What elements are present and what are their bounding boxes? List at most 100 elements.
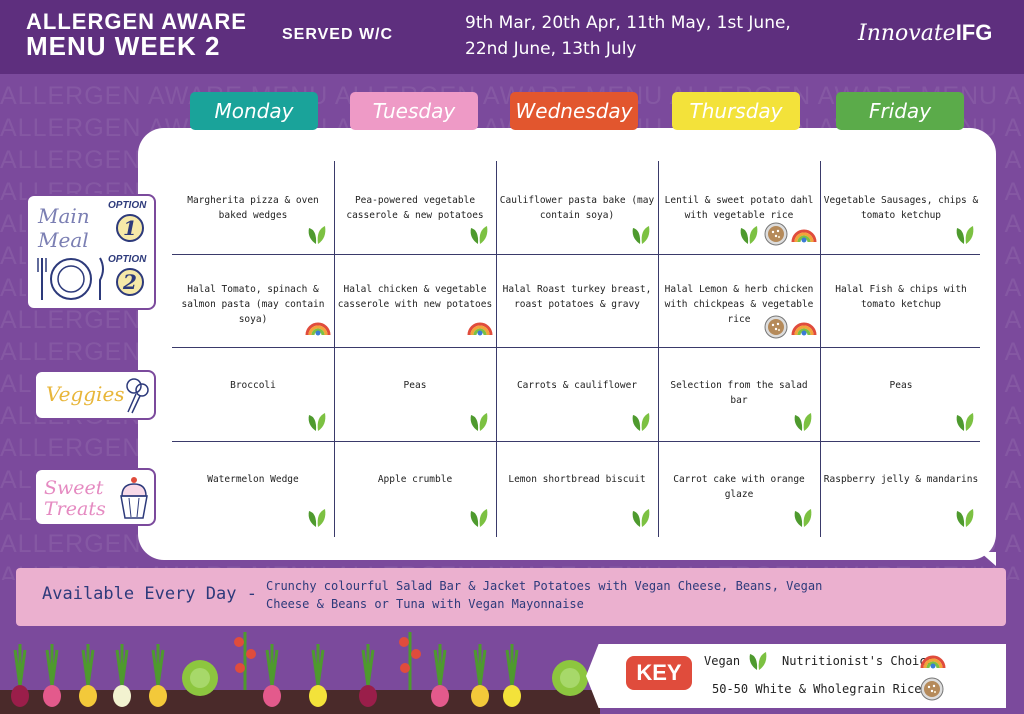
veggies-tuesday-dish: Peas — [403, 380, 427, 391]
brand-logo-bold: IFG — [955, 20, 993, 45]
sweet-treats-wednesday-dish: Lemon shortbread biscuit — [508, 474, 646, 485]
rainbow-icon — [467, 315, 493, 339]
key-nutritionist-label: Nutritionist's Choice — [782, 654, 934, 668]
brand-logo-script: Innovate — [858, 21, 956, 46]
day-tab-wednesday: Wednesday — [510, 92, 638, 130]
option-2-thursday-dish: Halal Lemon & herb chicken with chickpea… — [664, 284, 814, 325]
grid-row-divider — [172, 254, 980, 255]
vegan-leaf-icon — [737, 222, 761, 246]
grid-row-divider — [172, 441, 980, 442]
cupcake-icon — [120, 477, 148, 519]
vegan-leaf-icon — [791, 505, 815, 529]
available-every-day-banner: Available Every Day - Crunchy colourful … — [16, 568, 1006, 626]
day-tab-tuesday: Tuesday — [350, 92, 478, 130]
grid-row-divider — [172, 347, 980, 348]
option-2-wednesday-dish: Halal Roast turkey breast, roast potatoe… — [502, 284, 652, 310]
served-label: SERVED W/C — [282, 26, 394, 43]
rice-bowl-icon — [764, 222, 788, 246]
day-tab-friday: Friday — [836, 92, 964, 130]
option-2-monday-dish: Halal Tomato, spinach & salmon pasta (ma… — [181, 284, 325, 325]
broccoli-icon — [126, 378, 149, 414]
vegetable-garden-illustration — [0, 632, 600, 714]
vegan-leaf-icon — [305, 505, 329, 529]
dish-icons — [305, 222, 329, 246]
dish-icons — [629, 409, 653, 433]
dish-icons — [305, 409, 329, 433]
rainbow-icon — [791, 315, 817, 339]
day-tab-monday: Monday — [190, 92, 318, 130]
vegan-leaf-icon — [305, 222, 329, 246]
option-1-tuesday-dish: Pea-powered vegetable casserole & new po… — [346, 195, 484, 221]
rice-bowl-icon — [764, 315, 788, 339]
plate-cutlery-icon — [37, 257, 104, 300]
option-1-thursday-dish: Lentil & sweet potato dahl with vegetabl… — [664, 195, 814, 221]
option-2-badge: 2 — [116, 268, 144, 296]
sweet-treats-friday-dish: Raspberry jelly & mandarins — [823, 474, 979, 485]
sweet-treats-tuesday-dish: Apple crumble — [377, 474, 453, 485]
key-panel: KEY Vegan Nutritionist's Choice 50-50 Wh… — [586, 644, 1006, 708]
main-meal-label: Main Meal OPTION 1 OPTION 2 — [26, 194, 156, 310]
sweet-treats-label: Sweet Treats — [34, 468, 156, 526]
veggies-thursday-dish: Selection from the salad bar — [670, 380, 808, 406]
vegan-leaf-icon — [629, 222, 653, 246]
dish-icons — [629, 222, 653, 246]
veggies-text: Veggies — [46, 382, 125, 406]
sweet-treats-text: Sweet Treats — [44, 477, 106, 520]
dish-icons — [953, 222, 977, 246]
day-tab-thursday: Thursday — [672, 92, 800, 130]
vegan-leaf-icon — [953, 505, 977, 529]
grid-column-divider — [658, 161, 659, 537]
option-1-friday-dish: Vegetable Sausages, chips & tomato ketch… — [823, 195, 979, 221]
sweet-treats-monday-dish: Watermelon Wedge — [207, 474, 299, 485]
vegan-leaf-icon — [629, 409, 653, 433]
vegan-leaf-icon — [953, 409, 977, 433]
dish-icons — [305, 315, 331, 339]
option-1-wednesday-dish: Cauliflower pasta bake (may contain soya… — [499, 195, 655, 221]
header-bar — [0, 0, 1024, 74]
dish-icons — [953, 409, 977, 433]
dish-icons — [467, 315, 493, 339]
option-2-label: OPTION — [108, 254, 147, 265]
served-dates: 9th Mar, 20th Apr, 11th May, 1st June, 2… — [465, 13, 791, 59]
dish-icons — [305, 505, 329, 529]
grid-column-divider — [334, 161, 335, 537]
grid-column-divider — [496, 161, 497, 537]
vegan-leaf-icon — [953, 222, 977, 246]
key-vegan-label: Vegan — [704, 654, 741, 668]
dish-icons — [467, 222, 491, 246]
option-2-friday-dish: Halal Fish & chips with tomato ketchup — [835, 284, 967, 310]
veggies-label: Veggies — [34, 370, 156, 420]
brand-logo: InnovateIFG — [858, 20, 992, 46]
veggies-monday-dish: Broccoli — [230, 380, 276, 391]
dish-icons — [791, 409, 815, 433]
dish-icons — [629, 505, 653, 529]
dish-icons — [467, 409, 491, 433]
sweet-treats-thursday-dish: Carrot cake with orange glaze — [673, 474, 805, 500]
menu-title: ALLERGEN AWARE MENU WEEK 2 — [26, 9, 247, 61]
rainbow-icon — [305, 315, 331, 339]
menu-title-line1: ALLERGEN AWARE — [26, 9, 247, 34]
option-1-badge: 1 — [116, 214, 144, 242]
vegan-leaf-icon — [629, 505, 653, 529]
vegan-leaf-icon — [467, 222, 491, 246]
key-rice-label: 50-50 White & Wholegrain Rice — [712, 682, 922, 696]
grid-column-divider — [820, 161, 821, 537]
available-every-day-title: Available Every Day - — [42, 584, 257, 604]
dish-icons — [791, 505, 815, 529]
vegan-leaf-icon — [791, 409, 815, 433]
option-1-label: OPTION — [108, 200, 147, 211]
dish-icons — [467, 505, 491, 529]
veggies-wednesday-dish: Carrots & cauliflower — [516, 380, 638, 391]
option-2-tuesday-dish: Halal chicken & vegetable casserole with… — [337, 284, 493, 310]
menu-title-line2: MENU WEEK 2 — [26, 31, 221, 61]
available-every-day-text: Crunchy colourful Salad Bar & Jacket Pot… — [266, 579, 823, 611]
rice-bowl-icon — [920, 677, 944, 701]
menu-board-tail — [980, 552, 996, 566]
rainbow-icon — [791, 222, 817, 246]
main-meal-text: Main Meal — [38, 204, 90, 252]
vegan-leaf-icon — [467, 505, 491, 529]
vegan-leaf-icon — [305, 409, 329, 433]
vegan-leaf-icon — [467, 409, 491, 433]
dish-icons — [764, 315, 817, 339]
vegan-leaf-icon — [746, 648, 770, 672]
